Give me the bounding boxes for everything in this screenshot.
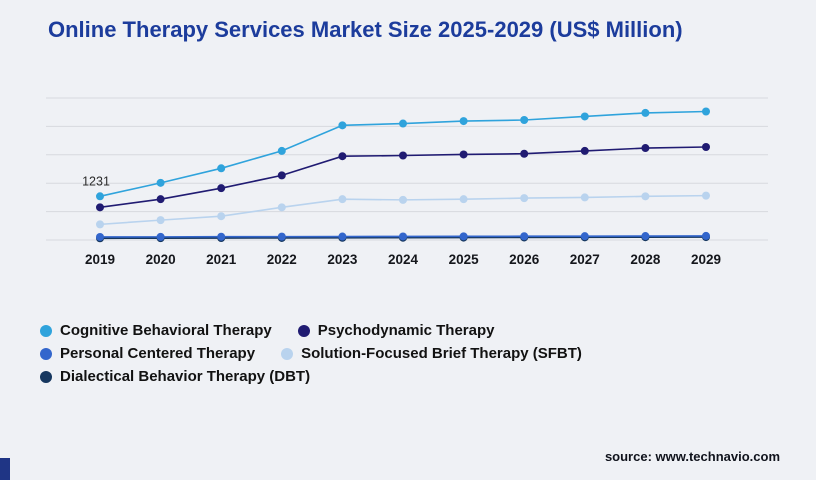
legend-dot-icon [40,347,52,360]
svg-text:2029: 2029 [691,252,721,267]
svg-text:2019: 2019 [85,252,115,267]
legend-dot-icon [297,324,310,337]
legend-item-cbt: Cognitive Behavioral Therapy [40,322,272,339]
svg-text:2028: 2028 [630,252,661,267]
svg-text:2021: 2021 [206,252,237,267]
corner-accent-bar [0,458,10,480]
legend-row: Dialectical Behavior Therapy (DBT) [40,368,740,385]
legend-row: Cognitive Behavioral Therapy Psychodynam… [40,322,740,339]
legend-label: Solution-Focused Brief Therapy (SFBT) [301,345,582,362]
legend-item-dbt: Dialectical Behavior Therapy (DBT) [40,368,310,385]
legend-row: Personal Centered Therapy Solution-Focus… [40,345,740,362]
svg-text:2020: 2020 [146,252,176,267]
legend-label: Dialectical Behavior Therapy (DBT) [60,368,311,385]
page-title: Online Therapy Services Market Size 2025… [48,17,683,42]
svg-text:1231: 1231 [82,174,110,188]
svg-text:2022: 2022 [267,252,297,267]
legend-dot-icon [40,324,52,337]
svg-text:2024: 2024 [388,252,419,267]
source-attribution: source: www.technavio.com [604,449,780,464]
legend-dot-icon [40,370,52,383]
market-size-line-chart: 2019 2020 2021 2022 2023 2024 2025 2026 2027 2028… [46,97,768,267]
legend-label: Psychodynamic Therapy [317,322,495,339]
svg-text:2026: 2026 [509,252,540,267]
legend-label: Cognitive Behavioral Therapy [60,322,272,339]
svg-text:2027: 2027 [570,252,600,267]
legend-label: Personal Centered Therapy [60,345,256,362]
legend-item-sfbt: Solution-Focused Brief Therapy (SFBT) [281,345,582,362]
svg-text:2023: 2023 [327,252,358,267]
chart-legend: Cognitive Behavioral Therapy Psychodynam… [40,322,740,391]
legend-item-personal-centered: Personal Centered Therapy [40,345,255,362]
chart-area: 2019 2020 2021 2022 2023 2024 2025 2026 2027 2028… [46,92,768,274]
legend-dot-icon [281,347,294,360]
svg-text:2025: 2025 [449,252,480,267]
legend-item-psychodynamic: Psychodynamic Therapy [297,322,495,339]
